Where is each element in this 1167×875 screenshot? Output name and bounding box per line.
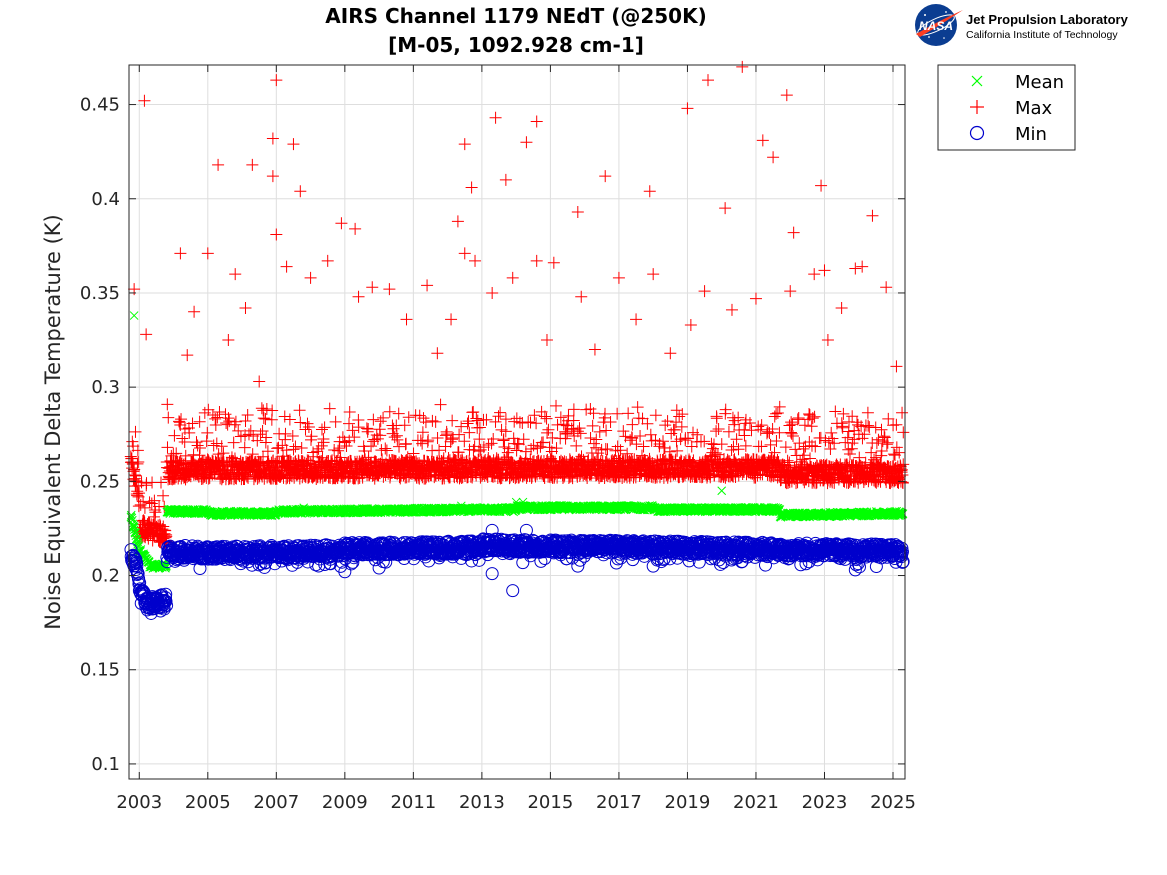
max-point <box>133 487 146 500</box>
max-point <box>254 428 267 441</box>
max-point <box>200 435 213 448</box>
max-point <box>175 413 188 426</box>
max-point <box>232 424 245 437</box>
max-point <box>315 423 328 436</box>
max-point <box>289 440 302 453</box>
max-point <box>312 442 325 455</box>
max-point <box>270 461 283 474</box>
max-point <box>229 415 242 428</box>
max-point <box>183 426 196 439</box>
max-point <box>283 413 296 426</box>
max-point <box>279 427 292 440</box>
max-point <box>241 408 254 421</box>
max-point <box>137 495 150 508</box>
max-point <box>168 429 181 442</box>
max-point <box>131 444 144 457</box>
max-point <box>140 477 153 490</box>
max-point <box>256 425 269 438</box>
max-point <box>128 463 141 476</box>
max-point <box>154 476 167 489</box>
max-point <box>293 404 306 417</box>
max-point <box>128 468 141 481</box>
max-point <box>157 489 170 502</box>
max-point <box>202 403 215 416</box>
max-point <box>143 496 156 509</box>
max-point <box>173 416 186 429</box>
max-point <box>209 412 222 425</box>
max-point <box>201 426 214 439</box>
max-point <box>239 414 252 427</box>
max-point <box>244 424 257 437</box>
max-point <box>187 448 200 461</box>
max-point <box>294 416 307 429</box>
max-point <box>161 441 174 454</box>
max-point <box>301 417 314 430</box>
max-point <box>302 421 315 434</box>
max-point <box>213 406 226 419</box>
max-point <box>220 416 233 429</box>
max-point <box>266 404 279 417</box>
max-point <box>135 476 148 489</box>
max-point <box>176 432 189 445</box>
chart-title-line2: [M-05, 1092.928 cm-1] <box>388 33 644 57</box>
max-point <box>131 457 144 470</box>
max-point <box>162 411 175 424</box>
max-point <box>210 437 223 450</box>
max-point <box>193 415 206 428</box>
max-point <box>255 456 268 469</box>
chart-title-line1: AIRS Channel 1179 NEdT (@250K) <box>325 4 706 28</box>
grid-lines <box>129 65 905 779</box>
max-point <box>222 412 235 425</box>
max-point <box>259 413 272 426</box>
max-point <box>238 441 251 454</box>
max-point <box>191 439 204 452</box>
max-point <box>215 440 228 453</box>
max-point <box>179 449 192 462</box>
max-point <box>131 485 144 498</box>
max-point <box>260 403 273 416</box>
max-point <box>278 410 291 423</box>
max-point <box>161 398 174 411</box>
max-point <box>260 431 273 444</box>
max-point <box>287 443 300 456</box>
max-point <box>193 441 206 454</box>
max-point <box>305 430 318 443</box>
max-point <box>255 402 268 415</box>
data-layer <box>124 60 910 620</box>
max-point <box>242 471 255 484</box>
max-point <box>251 434 264 447</box>
max-point <box>211 411 224 424</box>
max-point <box>170 447 183 460</box>
max-point <box>129 425 142 438</box>
max-point <box>228 418 241 431</box>
max-point <box>227 436 240 449</box>
max-point <box>280 444 293 457</box>
max-point <box>209 419 222 432</box>
max-point <box>295 442 308 454</box>
max-point <box>178 435 191 448</box>
max-point <box>315 439 328 452</box>
series-max <box>124 60 910 549</box>
max-point <box>299 423 312 436</box>
max-point <box>311 445 324 458</box>
max-point <box>138 501 151 514</box>
max-point <box>257 412 270 425</box>
max-point <box>261 445 274 458</box>
max-point <box>271 442 284 455</box>
max-point <box>212 448 225 461</box>
max-point <box>286 429 299 442</box>
max-point <box>207 439 220 452</box>
max-point <box>186 417 199 430</box>
max-point <box>132 456 145 469</box>
max-point <box>145 497 158 510</box>
max-point <box>246 448 259 461</box>
